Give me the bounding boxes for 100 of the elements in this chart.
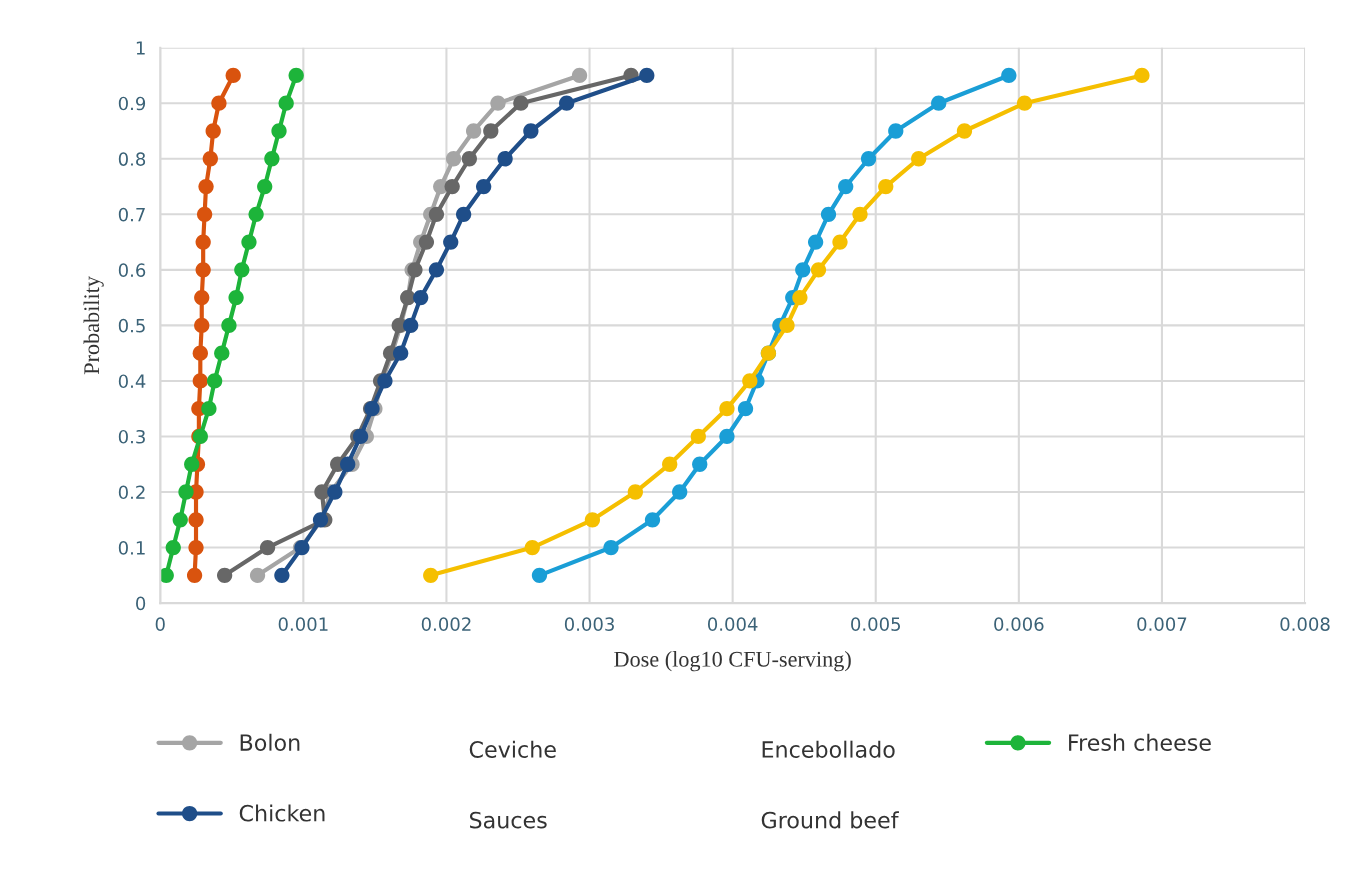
point xyxy=(571,67,588,84)
point xyxy=(418,234,435,250)
point xyxy=(194,289,210,306)
point xyxy=(413,289,429,306)
point xyxy=(490,95,506,111)
point xyxy=(692,456,708,472)
legend-label: Fresh cheese xyxy=(1069,733,1211,751)
text: Ceviche xyxy=(469,740,556,758)
point xyxy=(455,206,472,222)
point xyxy=(202,151,218,167)
legend-label: Bolon xyxy=(240,733,300,751)
point xyxy=(627,484,643,500)
point xyxy=(192,373,208,389)
x-axis-title: Dose (log10 CFU-serving) xyxy=(614,651,851,672)
point xyxy=(403,317,419,334)
point xyxy=(690,428,706,445)
point xyxy=(445,151,462,167)
point xyxy=(531,567,548,583)
point xyxy=(228,289,244,306)
point xyxy=(217,567,233,583)
point xyxy=(248,206,264,222)
point xyxy=(288,67,304,84)
point xyxy=(327,484,343,500)
point xyxy=(742,373,758,389)
point xyxy=(257,178,273,195)
text: Sauces xyxy=(469,811,547,829)
point xyxy=(188,539,204,556)
y-tick-label: 1 xyxy=(136,41,145,55)
point xyxy=(911,151,927,167)
point xyxy=(196,206,213,222)
point xyxy=(172,512,188,528)
point xyxy=(184,456,200,472)
y-axis-title: Probability xyxy=(83,276,104,375)
x-tick-label: 0.008 xyxy=(1280,617,1330,631)
point xyxy=(201,401,217,417)
point xyxy=(1001,67,1017,84)
point xyxy=(719,428,735,445)
point xyxy=(234,262,250,278)
point xyxy=(476,178,492,195)
point xyxy=(259,539,276,556)
point xyxy=(931,95,947,111)
x-tick-label: 0.002 xyxy=(421,617,471,631)
point xyxy=(241,234,257,250)
point xyxy=(178,484,194,500)
point xyxy=(832,234,848,250)
point xyxy=(639,67,655,84)
point xyxy=(524,539,540,556)
y-tick-label: 0.9 xyxy=(118,96,146,111)
text: Ground beef xyxy=(761,811,899,829)
point xyxy=(779,317,795,334)
point xyxy=(214,345,230,361)
point xyxy=(195,262,211,278)
y-tick-label: 0.1 xyxy=(118,541,145,555)
point xyxy=(340,456,356,472)
point xyxy=(1016,95,1033,111)
x-tick-label: 0.001 xyxy=(278,617,328,631)
point xyxy=(662,456,678,472)
point xyxy=(956,123,973,139)
point xyxy=(195,234,211,250)
point xyxy=(428,206,445,222)
point xyxy=(795,262,811,278)
point xyxy=(423,567,439,583)
point xyxy=(497,151,513,167)
point xyxy=(810,262,827,278)
point xyxy=(249,567,266,583)
point xyxy=(584,512,601,528)
legend-label: Chicken xyxy=(239,804,325,822)
point xyxy=(644,512,661,528)
x-tick-label: 0.004 xyxy=(707,617,758,631)
point xyxy=(314,484,330,500)
y-tick-label: 0.5 xyxy=(118,318,145,333)
point xyxy=(194,317,210,334)
y-tick-label: 0.2 xyxy=(118,485,145,500)
point xyxy=(820,206,837,222)
point xyxy=(274,567,290,583)
text: Encebollado xyxy=(762,740,895,758)
point xyxy=(188,512,204,528)
point xyxy=(852,206,868,222)
point xyxy=(271,123,287,139)
point xyxy=(513,95,529,111)
point xyxy=(211,95,227,111)
y-tick-label: 0 xyxy=(136,596,146,611)
point xyxy=(221,317,237,334)
y-tick-label: 0.7 xyxy=(118,207,145,222)
point xyxy=(860,151,877,167)
point xyxy=(523,123,539,139)
point xyxy=(888,123,904,139)
point xyxy=(206,373,223,389)
y-tick-label: 0.8 xyxy=(118,152,146,166)
point xyxy=(205,123,221,139)
point xyxy=(838,178,854,195)
point xyxy=(461,151,477,167)
point xyxy=(737,401,754,417)
x-tick-label: 0 xyxy=(155,617,165,631)
point xyxy=(443,234,459,250)
y-tick-label: 0.6 xyxy=(118,263,146,277)
point xyxy=(465,123,482,139)
point xyxy=(878,178,894,195)
point xyxy=(160,567,174,583)
point xyxy=(672,484,688,500)
